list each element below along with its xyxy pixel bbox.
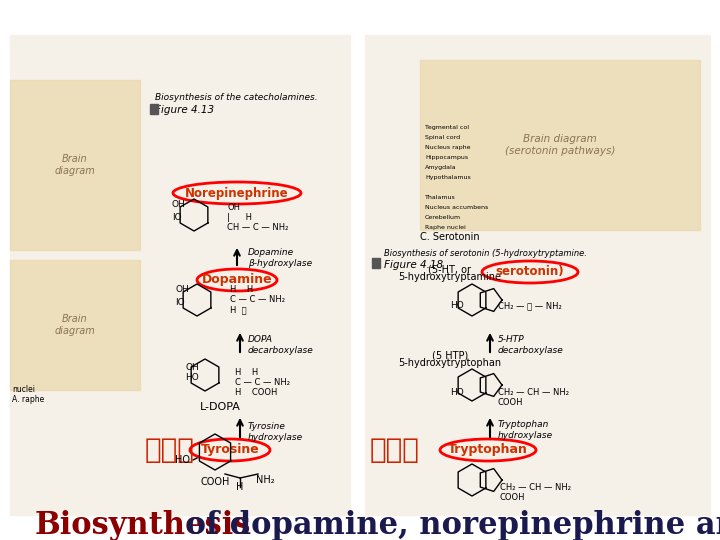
Text: nuclei: nuclei xyxy=(12,385,35,394)
Text: Figure 4.13: Figure 4.13 xyxy=(155,105,214,115)
Text: Dopamine
β-hydroxylase: Dopamine β-hydroxylase xyxy=(248,248,312,268)
Text: Spinal cord: Spinal cord xyxy=(425,135,460,140)
Text: Raphe nuclei: Raphe nuclei xyxy=(425,225,466,230)
Bar xyxy=(365,35,710,515)
Text: Tyrosine
hydroxylase: Tyrosine hydroxylase xyxy=(248,422,303,442)
Text: Nucleus accumbens: Nucleus accumbens xyxy=(425,205,488,210)
Text: Biosynthesis of the catecholamines.: Biosynthesis of the catecholamines. xyxy=(155,93,318,102)
Text: Tegmental col: Tegmental col xyxy=(425,125,469,130)
Text: HO: HO xyxy=(175,455,190,465)
Text: COOH: COOH xyxy=(500,493,526,502)
Text: Hypothalamus: Hypothalamus xyxy=(425,175,471,180)
Text: CH₂ — ⓗ — NH₂: CH₂ — ⓗ — NH₂ xyxy=(498,301,562,310)
Text: OH: OH xyxy=(175,285,189,294)
Text: CH₂ — CH — NH₂: CH₂ — CH — NH₂ xyxy=(500,483,571,492)
Bar xyxy=(372,258,380,268)
Text: COOH: COOH xyxy=(498,398,523,407)
Text: H    H: H H xyxy=(230,285,253,294)
Bar xyxy=(10,260,140,390)
Text: Amygdala: Amygdala xyxy=(425,165,456,170)
Text: Biosynthesis: Biosynthesis xyxy=(35,510,251,540)
Bar xyxy=(420,60,700,230)
Text: Brain
diagram: Brain diagram xyxy=(55,314,95,336)
Text: Thalamus: Thalamus xyxy=(425,195,456,200)
Text: OH: OH xyxy=(227,203,240,212)
Text: Brain diagram
(serotonin pathways): Brain diagram (serotonin pathways) xyxy=(505,134,615,156)
Text: Tyrosine: Tyrosine xyxy=(201,443,259,456)
Text: Tryptophan
hydroxylase: Tryptophan hydroxylase xyxy=(498,420,553,440)
Text: C — C — NH₂: C — C — NH₂ xyxy=(230,295,285,304)
Text: of dopamine, norepinephrine and serotonin: of dopamine, norepinephrine and serotoni… xyxy=(175,510,720,540)
Text: (5 HTP): (5 HTP) xyxy=(432,350,468,360)
Text: Nucleus raphe: Nucleus raphe xyxy=(425,145,470,150)
Text: OH: OH xyxy=(185,363,199,372)
Text: CH₂ — CH — NH₂: CH₂ — CH — NH₂ xyxy=(498,388,569,397)
Text: H    H: H H xyxy=(235,368,258,377)
Text: HO: HO xyxy=(185,373,199,382)
Text: Figure 4.18: Figure 4.18 xyxy=(384,260,443,270)
Text: 5-hydroxytryptophan: 5-hydroxytryptophan xyxy=(398,358,502,368)
Text: HO: HO xyxy=(450,388,464,397)
Text: Brain
diagram: Brain diagram xyxy=(55,154,95,176)
Text: L-DOPA: L-DOPA xyxy=(199,402,240,412)
Text: Cerebellum: Cerebellum xyxy=(425,215,461,220)
Text: |      H: | H xyxy=(227,213,252,222)
Text: A. raphe: A. raphe xyxy=(12,395,44,404)
Text: 5-HTP
decarboxylase: 5-HTP decarboxylase xyxy=(498,335,564,355)
Text: OH: OH xyxy=(172,200,186,209)
Text: H    COOH: H COOH xyxy=(235,388,277,397)
Text: CH — C — NH₂: CH — C — NH₂ xyxy=(227,223,289,232)
Text: Norepinephrine: Norepinephrine xyxy=(185,186,289,199)
Text: IO: IO xyxy=(175,298,184,307)
Text: Biosynthesis of serotonin (5-hydroxytryptamine.: Biosynthesis of serotonin (5-hydroxytryp… xyxy=(384,248,587,258)
Text: IO: IO xyxy=(172,213,181,222)
Text: DOPA
decarboxylase: DOPA decarboxylase xyxy=(248,335,314,355)
Text: H  ⓗ: H ⓗ xyxy=(230,305,247,314)
Text: C — C — NH₂: C — C — NH₂ xyxy=(235,378,290,387)
Bar xyxy=(150,104,158,114)
Bar xyxy=(10,35,350,515)
Text: COOH: COOH xyxy=(200,477,230,487)
Text: H: H xyxy=(236,482,243,492)
Bar xyxy=(10,80,140,250)
Text: 酥氨酸: 酥氨酸 xyxy=(145,436,195,464)
Text: HO: HO xyxy=(450,301,464,310)
Text: Hippocampus: Hippocampus xyxy=(425,155,468,160)
Text: (5-HT, or: (5-HT, or xyxy=(428,264,472,274)
Text: NH₂: NH₂ xyxy=(256,475,274,485)
Text: Tryptophan: Tryptophan xyxy=(448,443,528,456)
Text: serotonin): serotonin) xyxy=(495,266,564,279)
Text: C. Serotonin: C. Serotonin xyxy=(420,232,480,242)
Text: Dopamine: Dopamine xyxy=(202,273,272,287)
Text: 色氨酸: 色氨酸 xyxy=(370,436,420,464)
Text: 5-hydroxytryptamine: 5-hydroxytryptamine xyxy=(398,272,502,282)
